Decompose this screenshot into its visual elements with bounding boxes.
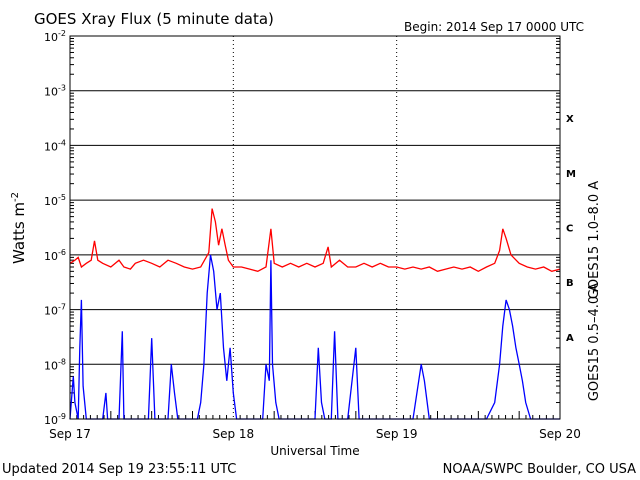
- plot-frame: [69, 35, 561, 420]
- grid-lines: [70, 90, 560, 365]
- y-tick-label: 10-2: [44, 29, 66, 44]
- blue-series-legend: GOES15 0.5–4.0 A: [587, 283, 602, 401]
- x-tick-label: Sep 17: [49, 427, 91, 441]
- flare-class-labels: X M C B A: [566, 114, 576, 344]
- x-axis-label: Universal Time: [270, 444, 359, 458]
- credit-text: NOAA/SWPC Boulder, CO USA: [443, 462, 636, 477]
- flare-class-label: A: [566, 333, 574, 344]
- updated-timestamp: Updated 2014 Sep 19 23:55:11 UTC: [2, 462, 236, 477]
- begin-time: Begin: 2014 Sep 17 0000 UTC: [404, 20, 584, 34]
- y-tick-label: 10-9: [44, 412, 66, 427]
- svg-text:Watts m-2: Watts m-2: [10, 192, 28, 264]
- y-axis-ticks: 10-9 10-8 10-7 10-6 10-5 10-4 10-3 10-2: [44, 29, 560, 427]
- y-axis-label: Watts m-2: [10, 192, 28, 264]
- y-tick-label: 10-5: [44, 193, 66, 208]
- y-tick-label: 10-7: [44, 303, 66, 318]
- y-tick-label: 10-3: [44, 84, 66, 99]
- y-tick-label: 10-6: [44, 248, 66, 263]
- flare-class-label: M: [566, 169, 576, 180]
- x-axis-ticks: Sep 17 Sep 18 Sep 19 Sep 20: [49, 36, 581, 441]
- y-axis-label-main: Watts m: [10, 202, 28, 264]
- chart-title: GOES Xray Flux (5 minute data): [34, 10, 274, 28]
- y-axis-label-sup: -2: [10, 192, 21, 202]
- blue-series-name: GOES15 0.5–4.0 A: [587, 283, 602, 401]
- x-tick-label: Sep 18: [212, 427, 254, 441]
- flare-class-label: C: [566, 224, 573, 235]
- red-series-legend: GOES15 1.0–8.0 A: [587, 181, 602, 299]
- series-line-long-wave: [69, 208, 561, 273]
- x-tick-label: Sep 20: [539, 427, 581, 441]
- x-tick-label: Sep 19: [376, 427, 418, 441]
- y-tick-label: 10-4: [44, 138, 66, 153]
- flare-class-label: B: [566, 278, 574, 289]
- red-series-name: GOES15 1.0–8.0 A: [587, 181, 602, 299]
- flare-class-label: X: [566, 114, 574, 125]
- y-tick-label: 10-8: [44, 357, 66, 372]
